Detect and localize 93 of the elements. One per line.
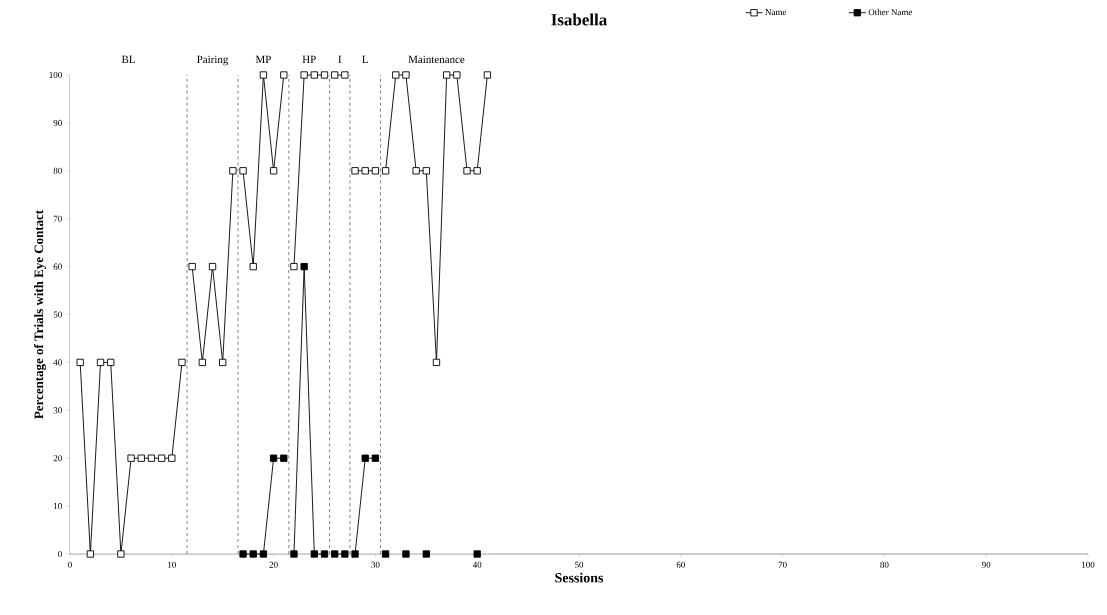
- legend-label: Name: [765, 9, 787, 15]
- point: [381, 167, 390, 175]
- x-tick-label: 20: [269, 561, 278, 568]
- point: [341, 71, 349, 79]
- point: [300, 262, 308, 271]
- point: [422, 550, 430, 558]
- point: [86, 550, 94, 558]
- point: [290, 550, 298, 558]
- band-label: Maintenance: [408, 55, 465, 64]
- band-label: HP: [302, 55, 316, 63]
- point: [249, 550, 257, 558]
- point: [239, 550, 247, 558]
- band-label: BL: [121, 55, 135, 64]
- point: [137, 454, 145, 462]
- point: [320, 550, 329, 558]
- point: [371, 454, 380, 462]
- point: [473, 167, 481, 175]
- band-label: L: [362, 55, 368, 63]
- point: [280, 71, 288, 79]
- y-tick-label: 10: [54, 503, 62, 510]
- point: [483, 71, 492, 79]
- point: [239, 167, 247, 175]
- x-tick-label: 30: [371, 561, 380, 568]
- y-tick-label: 20: [53, 455, 62, 462]
- x-tick-label: 100: [1082, 561, 1095, 568]
- y-tick-label: 60: [53, 263, 62, 270]
- point: [249, 262, 257, 271]
- point: [280, 454, 288, 462]
- point: [422, 167, 430, 175]
- point: [453, 71, 461, 79]
- band-label: Pairing: [197, 55, 229, 66]
- point: [320, 71, 329, 79]
- point: [147, 454, 156, 462]
- y-axis-title: Percentage of Trials with Eye Contact: [33, 209, 46, 419]
- point: [117, 550, 125, 558]
- point: [168, 454, 176, 462]
- point: [107, 358, 115, 367]
- point: [402, 71, 410, 79]
- point: [208, 262, 217, 271]
- y-tick-label: 80: [53, 167, 62, 174]
- legend-label: Other Name: [868, 8, 913, 16]
- x-tick-label: 0: [68, 561, 72, 568]
- point: [331, 550, 339, 558]
- point: [381, 550, 390, 558]
- point: [371, 167, 380, 175]
- point: [300, 71, 308, 79]
- chart-title: Isabella: [551, 13, 607, 26]
- point: [76, 358, 84, 367]
- point: [402, 550, 410, 558]
- point: [157, 454, 166, 462]
- point: [127, 454, 135, 462]
- x-tick-label: 60: [676, 561, 685, 568]
- x-tick-label: 50: [575, 561, 584, 568]
- point: [188, 262, 196, 271]
- band-label: MP: [255, 55, 271, 63]
- point: [269, 454, 278, 462]
- point: [351, 550, 359, 558]
- point: [331, 71, 339, 79]
- point: [351, 167, 359, 175]
- point: [229, 167, 237, 175]
- y-tick-label: 50: [53, 311, 62, 318]
- x-tick-label: 10: [168, 561, 176, 568]
- point: [310, 71, 318, 79]
- point: [361, 167, 369, 175]
- y-tick-label: 40: [53, 359, 62, 366]
- x-tick-label: 40: [472, 561, 482, 568]
- point: [361, 454, 369, 462]
- y-tick-label: 0: [58, 550, 62, 558]
- y-tick-label: 90: [53, 119, 62, 126]
- point: [463, 167, 471, 175]
- y-tick-label: 70: [53, 215, 62, 222]
- point: [473, 550, 481, 558]
- point: [412, 167, 420, 175]
- point: [290, 262, 298, 271]
- point: [198, 358, 206, 367]
- band-label: I: [338, 55, 342, 63]
- point: [392, 71, 400, 79]
- point: [259, 550, 268, 558]
- point: [310, 550, 318, 558]
- point: [96, 358, 105, 367]
- x-axis-title: Sessions: [555, 572, 604, 583]
- point: [219, 358, 227, 367]
- y-tick-label: 100: [49, 71, 62, 79]
- x-tick-label: 70: [778, 561, 787, 568]
- x-tick-label: 80: [880, 561, 889, 568]
- point: [432, 358, 441, 367]
- point: [341, 550, 349, 558]
- point: [443, 71, 451, 79]
- x-tick-label: 90: [982, 561, 991, 568]
- y-tick-label: 30: [53, 407, 62, 414]
- point: [259, 71, 268, 79]
- point: [178, 358, 186, 367]
- point: [269, 167, 278, 175]
